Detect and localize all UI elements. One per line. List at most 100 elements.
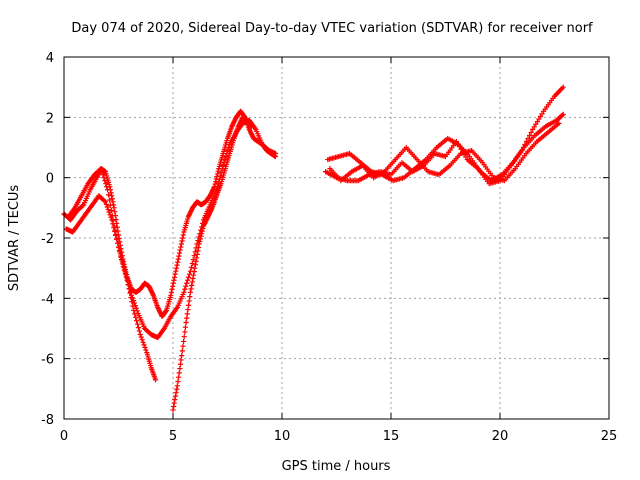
data-point — [111, 223, 117, 229]
grid — [64, 57, 609, 419]
data-point — [104, 204, 110, 210]
data-point — [133, 318, 140, 324]
data-points — [61, 84, 566, 413]
data-point — [189, 282, 195, 289]
data-point — [215, 168, 221, 174]
data-point — [197, 236, 204, 242]
data-point — [180, 235, 186, 241]
data-point — [194, 251, 200, 257]
data-point — [105, 187, 111, 193]
data-point — [98, 166, 104, 172]
x-axis-label: GPS time / hours — [282, 459, 391, 474]
data-point — [113, 231, 119, 238]
y-axis-label: SDTVAR / TECUs — [7, 185, 22, 292]
data-point — [184, 311, 190, 317]
data-point — [173, 390, 179, 396]
data-point — [124, 277, 130, 283]
data-point — [117, 249, 123, 255]
data-point — [189, 279, 195, 285]
data-point — [168, 292, 174, 298]
data-point — [185, 274, 192, 280]
data-point — [197, 238, 203, 245]
data-point — [180, 232, 186, 238]
data-point — [110, 199, 116, 205]
data-point — [187, 294, 193, 300]
data-point — [102, 199, 109, 205]
data-point — [174, 386, 180, 392]
data-point — [129, 299, 135, 305]
data-point — [172, 397, 178, 403]
data-point — [178, 244, 184, 250]
data-point — [199, 231, 205, 237]
data-point — [177, 361, 184, 367]
y-tick-label: -4 — [41, 292, 54, 307]
data-point — [136, 328, 142, 334]
data-point — [180, 338, 187, 345]
data-point — [171, 403, 177, 410]
data-point — [183, 319, 189, 326]
data-point — [190, 275, 196, 282]
data-point — [152, 377, 159, 383]
data-point — [171, 274, 178, 280]
data-point — [115, 240, 121, 246]
data-point — [176, 253, 182, 259]
data-point — [104, 184, 110, 190]
data-point — [191, 269, 197, 275]
data-point — [138, 334, 144, 340]
x-tick-label: 25 — [601, 429, 618, 444]
data-point — [220, 163, 226, 169]
data-point — [179, 348, 185, 354]
data-point — [111, 205, 117, 211]
data-point — [143, 347, 149, 353]
data-point — [182, 286, 188, 292]
chart-title: Day 074 of 2020, Sidereal Day-to-day VTE… — [71, 21, 593, 36]
data-point — [121, 267, 128, 273]
x-tick-label: 0 — [60, 429, 68, 444]
data-point — [176, 370, 182, 376]
data-point — [170, 280, 176, 286]
data-point — [109, 196, 115, 202]
series-trace-f — [325, 111, 566, 184]
data-point — [140, 339, 146, 345]
data-point — [174, 383, 180, 389]
data-point — [195, 248, 201, 254]
data-point — [186, 271, 193, 277]
data-point — [120, 263, 127, 270]
data-point — [248, 123, 255, 129]
data-point — [100, 172, 106, 178]
data-point — [125, 281, 131, 288]
data-point — [179, 353, 185, 359]
data-point — [112, 227, 118, 233]
series-trace-g — [327, 120, 562, 184]
axis-ticks: 0 5 10 15 20 25 -8 -6 -4 -2 0 2 4 — [41, 51, 617, 444]
data-point — [171, 400, 177, 406]
data-point — [181, 334, 187, 340]
data-point — [181, 289, 187, 295]
data-point — [103, 181, 109, 187]
data-point — [179, 238, 185, 244]
data-point — [180, 343, 186, 349]
data-point — [176, 250, 183, 256]
data-point — [134, 321, 141, 327]
data-point — [137, 331, 143, 338]
data-point — [141, 342, 147, 348]
data-point — [102, 178, 108, 184]
data-point — [184, 315, 190, 321]
data-point — [182, 324, 189, 330]
data-point — [176, 374, 182, 380]
y-tick-label: -2 — [41, 232, 54, 247]
data-point — [109, 193, 115, 199]
data-point — [178, 241, 185, 247]
y-tick-label: 2 — [46, 111, 54, 126]
series-trace-a — [61, 108, 279, 320]
data-point — [528, 129, 534, 136]
data-point — [122, 270, 128, 276]
data-point — [128, 294, 134, 301]
data-point — [184, 280, 190, 286]
data-point — [188, 286, 194, 292]
data-point — [192, 262, 199, 268]
data-point — [185, 306, 191, 313]
x-tick-label: 5 — [169, 429, 177, 444]
data-point — [185, 302, 192, 308]
